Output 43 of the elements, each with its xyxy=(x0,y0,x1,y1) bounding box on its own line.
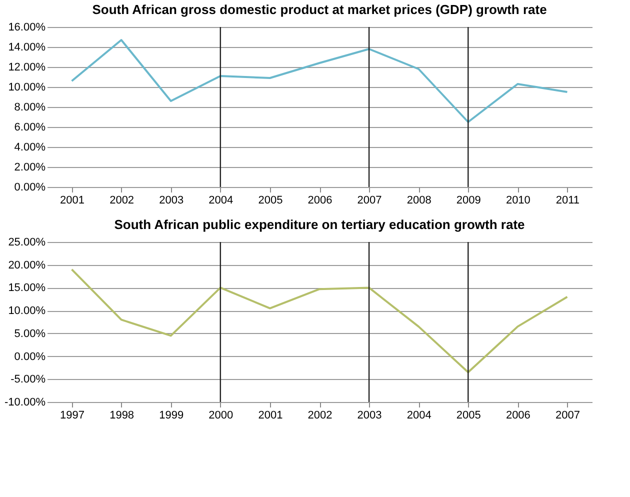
x-tick-label: 2004 xyxy=(208,194,234,206)
chart-title: South African gross domestic product at market prices (GDP) growth rate xyxy=(92,2,547,17)
y-tick-label: 15.00% xyxy=(8,282,46,294)
x-tick-label: 1999 xyxy=(159,410,184,422)
y-tick-label: -10.00% xyxy=(4,396,46,408)
x-tick-label: 2001 xyxy=(258,410,283,422)
x-tick-label: 2002 xyxy=(308,410,332,422)
x-tick-label: 2003 xyxy=(159,194,184,206)
x-tick-label: 2009 xyxy=(456,194,481,206)
y-tick-label: -5.00% xyxy=(10,374,46,386)
x-tick-label: 2011 xyxy=(556,194,580,206)
x-tick-label: 2003 xyxy=(357,410,382,422)
x-tick-label: 2005 xyxy=(258,194,283,206)
line-series xyxy=(70,39,568,123)
y-tick-label: 0.00% xyxy=(14,182,46,194)
y-tick-label: 16.00% xyxy=(8,22,46,34)
y-tick-label: 14.00% xyxy=(8,42,46,54)
x-tick-label: 2004 xyxy=(406,410,432,422)
x-tick-label: 1997 xyxy=(60,410,85,422)
y-tick-label: 5.00% xyxy=(14,328,46,340)
y-tick-label: 10.00% xyxy=(8,82,46,94)
x-tick-label: 2010 xyxy=(506,194,530,206)
x-tick-label: 2007 xyxy=(555,410,580,422)
x-tick-label: 2000 xyxy=(208,410,234,422)
x-tick-label: 2007 xyxy=(357,194,382,206)
y-tick-label: 0.00% xyxy=(14,350,46,363)
chart-title: South African public expenditure on tertiary education growth rate xyxy=(114,217,525,232)
y-tick-label: 12.00% xyxy=(8,62,46,74)
y-tick-label: 2.00% xyxy=(14,162,46,174)
x-tick-label: 2006 xyxy=(506,410,530,422)
x-tick-label: 2005 xyxy=(456,410,481,422)
y-tick-label: 20.00% xyxy=(8,259,46,272)
x-tick-label: 2001 xyxy=(60,194,85,206)
y-tick-label: 6.00% xyxy=(14,122,46,134)
x-tick-label: 2002 xyxy=(110,194,134,206)
x-tick-label: 1998 xyxy=(110,410,134,422)
x-tick-label: 2008 xyxy=(406,194,432,206)
y-tick-label: 4.00% xyxy=(14,142,46,154)
y-tick-label: 8.00% xyxy=(14,102,46,114)
line-series xyxy=(70,268,568,374)
x-tick-label: 2006 xyxy=(308,194,332,206)
y-tick-label: 25.00% xyxy=(8,236,46,248)
y-tick-label: 10.00% xyxy=(8,305,46,318)
